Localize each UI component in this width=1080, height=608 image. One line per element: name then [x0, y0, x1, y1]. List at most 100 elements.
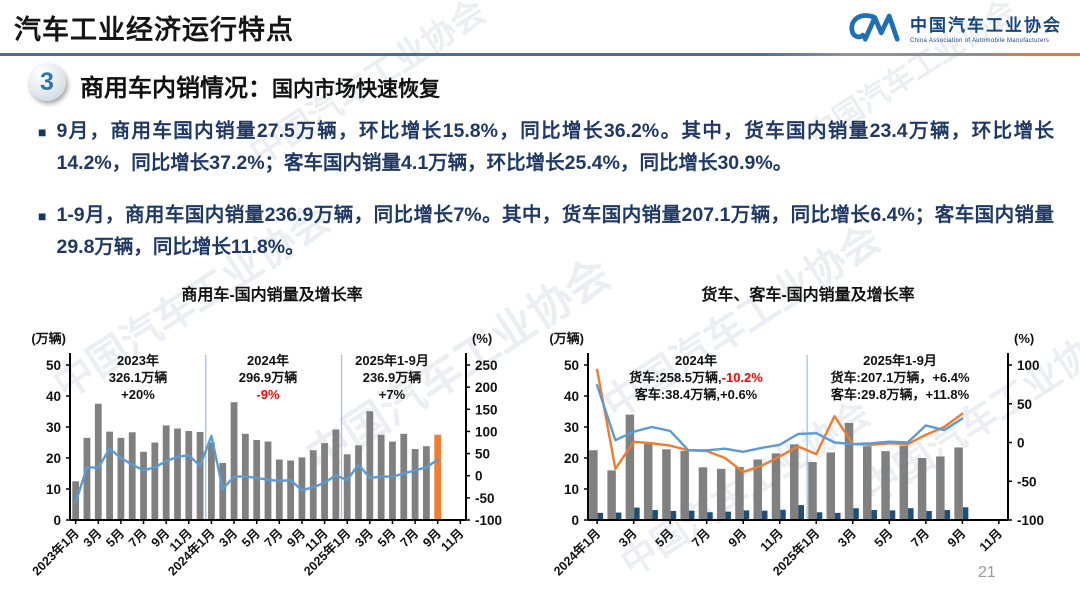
bar — [881, 451, 890, 520]
bar — [761, 510, 768, 520]
bar — [83, 437, 91, 520]
bar — [140, 451, 147, 520]
right-axis-tick-label: 100 — [475, 424, 498, 439]
x-axis-tick-label: 9月 — [726, 526, 750, 550]
chart-title: 商用车-国内销量及增长率 — [181, 287, 363, 304]
x-axis-tick-label: 3月 — [352, 526, 376, 550]
section-title: 商用车内销情况： — [80, 75, 272, 102]
logo-text-cn: 中国汽车工业协会 — [910, 15, 1062, 35]
right-axis-tick-label: -50 — [1017, 474, 1037, 489]
bar — [798, 505, 804, 520]
chart-title: 货车、客车-国内销量及增长率 — [701, 287, 915, 304]
caam-logo-icon — [846, 8, 902, 53]
bar — [808, 462, 817, 520]
line-series-0 — [595, 368, 964, 474]
bar — [889, 510, 896, 520]
x-axis-tick-label: 5月 — [239, 526, 263, 550]
bar — [826, 452, 836, 520]
bar — [607, 470, 616, 520]
bullet-text: 1-9月，商用车国内销量236.9万辆，同比增长7%。其中，货车国内销量207.… — [56, 204, 1054, 258]
bar — [917, 458, 927, 520]
bar — [151, 442, 159, 520]
left-axis-tick-label: 10 — [564, 482, 579, 497]
x-axis-tick-label: 3月 — [81, 526, 105, 550]
x-axis-tick-label: 5月 — [653, 526, 677, 550]
x-axis-tick-label: 7月 — [689, 526, 713, 550]
bar — [753, 459, 762, 520]
bar — [366, 411, 374, 520]
x-axis-tick-label: 5月 — [872, 526, 896, 550]
x-axis-tick-label: 3月 — [217, 526, 241, 550]
bar — [185, 431, 193, 520]
bar — [698, 467, 708, 520]
x-axis-tick-label: 5月 — [375, 526, 399, 550]
header-divider — [0, 53, 1080, 56]
x-axis-tick-label: 11月 — [758, 526, 786, 554]
bar — [275, 459, 283, 520]
bar — [219, 462, 227, 520]
bar — [680, 450, 689, 520]
left-axis-unit-label: (万辆) — [549, 331, 584, 346]
right-axis-tick-label: 250 — [475, 358, 498, 373]
bar — [423, 446, 430, 520]
chart-canvas: 0 10 20 30 40 50 -100 -50 0 50 100 150 200 250 2023年1月… — [22, 308, 522, 590]
left-axis-tick-label: 50 — [46, 358, 61, 373]
x-axis-tick-label: 7月 — [126, 526, 150, 550]
bar — [652, 510, 658, 520]
x-axis-tick-label: 11月 — [977, 526, 1005, 554]
bar — [863, 446, 872, 520]
x-axis-tick-label: 2024年1月 — [550, 526, 603, 579]
bar — [899, 445, 909, 520]
bar — [400, 433, 408, 520]
logo-text-en: China Association of Automobile Manufact… — [910, 37, 1050, 44]
bar — [208, 442, 215, 520]
bar — [816, 512, 823, 520]
page-number: 21 — [978, 564, 996, 581]
left-axis-tick-label: 50 — [564, 358, 579, 373]
bar — [662, 449, 671, 520]
bar — [670, 511, 677, 520]
bar — [196, 431, 204, 520]
bar-series-1 — [597, 505, 969, 520]
bar — [389, 441, 396, 520]
right-axis-tick-label: 200 — [475, 380, 498, 395]
commercial-vehicle-domestic-sales-svg: 0 10 20 30 40 50 -100 -50 0 50 100 150 200 250 2023年1月… — [29, 331, 502, 578]
bar — [688, 510, 695, 520]
bar — [926, 511, 932, 520]
chart-annotation: 2024年 货车:258.5万辆,-10.2% 客车:38.4万辆,+0.6% — [629, 353, 763, 403]
x-axis-tick-label: 7月 — [908, 526, 932, 550]
right-axis-tick-label: -100 — [475, 513, 502, 528]
bar — [743, 510, 750, 520]
right-axis-tick-label: 0 — [1017, 436, 1025, 451]
bar — [835, 512, 841, 520]
bar — [230, 402, 238, 520]
line-series-1 — [595, 383, 964, 454]
left-axis-tick-label: 20 — [564, 451, 579, 466]
x-axis-tick-label: 7月 — [398, 526, 422, 550]
bar — [871, 510, 878, 520]
bar — [936, 456, 945, 520]
bar — [106, 431, 113, 520]
bar — [790, 444, 799, 520]
x-axis-tick-label: 11月 — [438, 526, 466, 554]
right-axis-tick-label: -50 — [475, 491, 495, 506]
bar — [162, 425, 170, 520]
page-title: 汽车工业经济运行特点 — [14, 15, 294, 45]
bar — [908, 508, 914, 520]
bar — [771, 453, 781, 520]
line-series-0 — [74, 434, 439, 504]
section-heading: 商用车内销情况：国内市场快速恢复 — [80, 68, 440, 103]
bar — [625, 414, 635, 520]
right-axis-tick-label: 50 — [1017, 397, 1032, 412]
right-axis-unit-label: (%) — [472, 331, 492, 346]
bar — [707, 512, 713, 520]
section-subtitle: 国内市场快速恢复 — [272, 78, 440, 101]
bar — [962, 507, 969, 520]
bar — [615, 512, 622, 520]
chart-canvas: 0 10 20 30 40 50 -100 -50 0 50 100 2024年1月 3月 5月 7月 9月 1… — [538, 308, 1078, 590]
left-axis-tick-label: 40 — [46, 389, 61, 404]
bar — [309, 450, 317, 520]
bar — [343, 454, 351, 520]
bar — [117, 437, 125, 520]
